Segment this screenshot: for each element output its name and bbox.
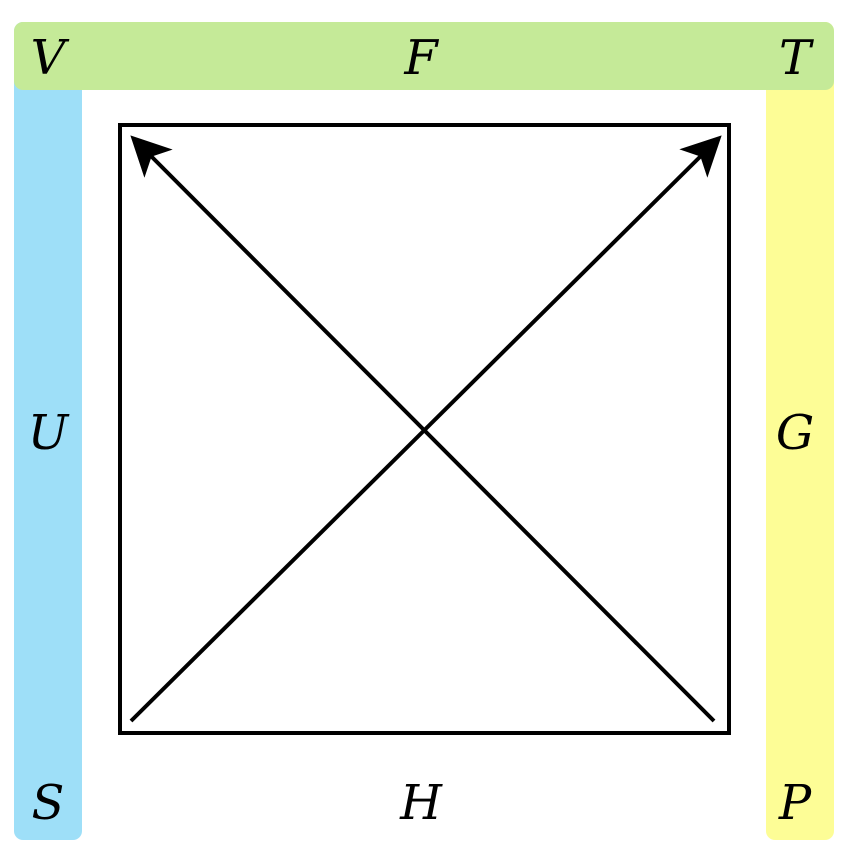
top-band	[14, 22, 834, 90]
left-band	[14, 22, 82, 840]
square-frame	[118, 123, 731, 735]
label-bottom-right: P	[778, 775, 812, 831]
arrow-bottom-right-to-top-left	[130, 135, 716, 723]
label-top-right: T	[778, 30, 811, 86]
label-bottom-left: S	[31, 775, 65, 831]
label-top-left: V	[30, 30, 66, 86]
label-bottom-center: H	[400, 775, 442, 831]
label-left-middle: U	[27, 405, 69, 461]
label-top-center: F	[404, 30, 438, 86]
right-band	[766, 22, 834, 840]
label-right-middle: G	[775, 405, 815, 461]
